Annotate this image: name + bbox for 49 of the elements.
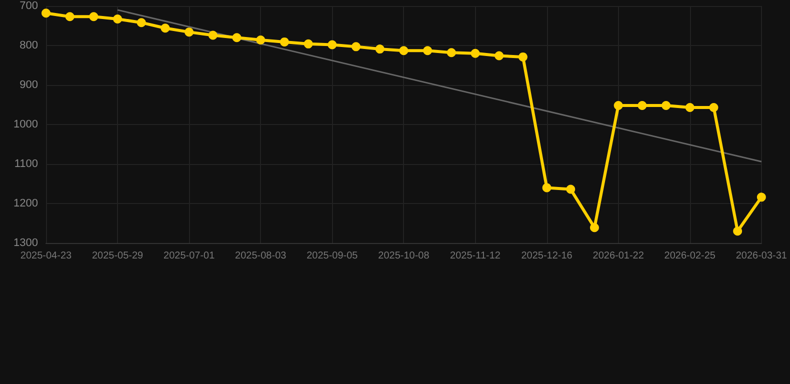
point (328, 40, 337, 50)
point (89, 12, 98, 22)
point (542, 183, 552, 192)
x-tick-label: 2025-04-23 (20, 250, 72, 262)
point (518, 52, 528, 62)
point (375, 44, 384, 54)
x-tick-label: 2025-12-16 (521, 250, 573, 262)
point (280, 37, 289, 46)
point (590, 223, 599, 232)
point (256, 35, 266, 44)
x-tick-label: 2026-03-31 (736, 250, 788, 262)
y-tick-label: 900 (20, 79, 38, 91)
point (662, 101, 671, 110)
y-tick-label: 1000 (14, 118, 38, 130)
point (733, 226, 742, 236)
point (42, 8, 50, 18)
point (352, 42, 361, 52)
point (304, 39, 313, 48)
x-tick-label: 2025-11-12 (450, 250, 501, 262)
point (709, 103, 718, 112)
point (136, 18, 146, 28)
point (566, 184, 576, 194)
point (756, 192, 766, 202)
point (65, 12, 74, 22)
x-tick-label: 2026-01-22 (592, 250, 644, 262)
y-tick-label: 1200 (14, 198, 38, 210)
point (423, 46, 432, 56)
point (614, 101, 623, 110)
y-tick-label: 700 (20, 0, 38, 12)
x-tick-label: 2025-10-08 (378, 250, 430, 262)
x-tick-label: 2026-02-25 (664, 250, 716, 262)
x-tick-label: 2025-05-29 (92, 250, 144, 262)
point (184, 28, 194, 37)
point (638, 101, 647, 110)
y-tick-label: 1300 (14, 237, 38, 249)
point (208, 30, 218, 40)
point (160, 24, 170, 33)
point (113, 14, 122, 24)
point (232, 33, 242, 42)
y-tick-label: 1100 (14, 158, 38, 170)
point (494, 51, 504, 60)
x-tick-label: 2025-07-01 (164, 250, 216, 262)
x-tick-label: 2025-08-03 (235, 250, 287, 262)
point (685, 103, 694, 112)
y-tick-label: 800 (20, 40, 38, 52)
point (470, 48, 480, 58)
x-tick-label: 2025-09-05 (306, 250, 358, 262)
point (446, 48, 456, 58)
point (399, 46, 408, 56)
